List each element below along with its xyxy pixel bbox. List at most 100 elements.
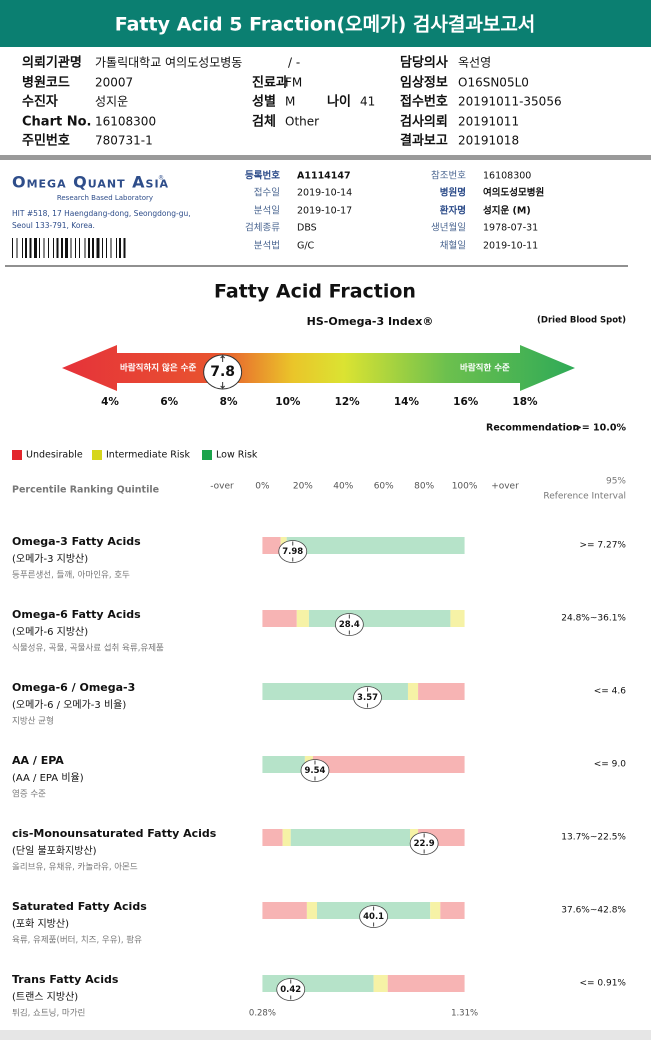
barcode-bar xyxy=(123,238,126,258)
sample-value: DBS xyxy=(297,223,317,234)
barcode-bar xyxy=(12,238,13,258)
lab-address: HIT #518, 17 Haengdang-dong, Seongdong-g… xyxy=(12,209,191,218)
divider xyxy=(0,155,651,160)
tick-label: 14% xyxy=(394,396,420,408)
index-arrow xyxy=(62,345,575,391)
tick-label: 6% xyxy=(160,396,178,408)
barcode-bar xyxy=(70,238,72,258)
row-name: AA / EPA xyxy=(12,754,64,767)
bar-segment xyxy=(373,975,388,992)
row-name: Omega-6 Fatty Acids xyxy=(12,608,141,621)
row-description: 등푸른생선, 들깨, 아마인유, 호두 xyxy=(12,570,130,581)
chart-note: (Dried Blood Spot) xyxy=(537,316,626,326)
lab-mark: ® xyxy=(158,175,164,182)
legend-label: Intermediate Risk xyxy=(106,450,191,461)
info-label: 의뢰기관명 xyxy=(22,55,82,71)
barcode-bar xyxy=(48,238,49,258)
row-name: Omega-6 / Omega-3 xyxy=(12,681,135,694)
info-value: FM xyxy=(285,76,302,90)
sample-label: 참조번호 xyxy=(431,171,466,182)
lab-name: Omega Quant Asia xyxy=(12,173,169,192)
bar-segment xyxy=(262,537,281,554)
bar-segment xyxy=(312,756,465,773)
info-value: 16108300 xyxy=(95,115,156,129)
barcode-bar xyxy=(39,238,40,258)
barcode-bar xyxy=(61,238,63,258)
ward: / - xyxy=(288,56,300,70)
tick-label: -over xyxy=(210,482,234,492)
sample-value: 16108300 xyxy=(483,171,531,182)
info-value: 20191018 xyxy=(458,134,519,148)
row-korean: (트랜스 지방산) xyxy=(12,991,78,1003)
sample-value: A1114147 xyxy=(297,171,351,182)
header-bar xyxy=(0,0,651,47)
info-label: 임상정보 xyxy=(400,75,448,91)
row-name: cis-Monounsaturated Fatty Acids xyxy=(12,827,217,840)
legend-label: Undesirable xyxy=(26,450,83,461)
row-korean: (오메가-6 / 오메가-3 비율) xyxy=(12,699,126,711)
value-label: 9.54 xyxy=(304,766,325,776)
info-value: M xyxy=(285,95,295,109)
value-marker xyxy=(334,613,364,636)
info-value: 20007 xyxy=(95,76,133,90)
bar-segment xyxy=(308,610,451,627)
tick-label: 12% xyxy=(335,396,361,408)
row-korean: (AA / EPA 비율) xyxy=(12,772,84,784)
value-label: 7.98 xyxy=(282,547,303,557)
bar-segment xyxy=(296,610,309,627)
row-description: 육류, 유제품(버터, 치즈, 우유), 팜유 xyxy=(12,935,142,946)
barcode-bar xyxy=(25,238,27,258)
sample-label: 접수일 xyxy=(254,187,280,199)
bar-segment xyxy=(262,610,297,627)
bar-segment xyxy=(306,902,318,919)
tick-label: 60% xyxy=(374,482,394,492)
tick-label: 18% xyxy=(512,396,538,408)
value-label: 3.57 xyxy=(357,693,378,703)
value-label: 0.42 xyxy=(280,985,301,995)
barcode-bar xyxy=(96,238,100,258)
sample-label: 채혈일 xyxy=(440,240,466,252)
row-korean: (오메가-3 지방산) xyxy=(12,553,88,565)
bar-segment xyxy=(407,683,419,700)
value-label: 28.4 xyxy=(339,620,360,630)
value-label: 40.1 xyxy=(363,912,384,922)
barcode-bar xyxy=(110,238,112,258)
row-description: 지방산 균형 xyxy=(12,716,54,727)
barcode-bar xyxy=(56,238,59,258)
barcode-bar xyxy=(84,238,86,258)
info-label: 검사의뢰 xyxy=(400,114,448,130)
row-korean: (단일 불포화지방산) xyxy=(12,845,97,857)
bar-segment xyxy=(290,829,410,846)
legend-swatch xyxy=(92,450,102,460)
tick-label: 10% xyxy=(275,396,301,408)
info-value: Other xyxy=(285,115,319,129)
info-value: 옥선영 xyxy=(458,56,491,70)
index-marker xyxy=(203,354,243,390)
bar-segment xyxy=(262,683,408,700)
row-description: 염증 수준 xyxy=(12,789,46,800)
value-label: 22.9 xyxy=(414,839,435,849)
lab-address: Seoul 133-791, Korea. xyxy=(12,221,95,230)
info-label: 검체 xyxy=(252,115,276,130)
info-label: 담당의사 xyxy=(400,55,448,71)
reference-interval: <= 9.0 xyxy=(594,760,627,770)
row-name: Saturated Fatty Acids xyxy=(12,900,147,913)
bar-segment xyxy=(262,756,305,773)
footer-band xyxy=(0,1030,651,1040)
info-value: 41 xyxy=(360,95,375,109)
info-label: 나이 xyxy=(327,94,351,110)
barcode-bar xyxy=(92,238,94,258)
info-value: 20191011-35056 xyxy=(458,95,562,109)
bar-segment xyxy=(262,829,283,846)
recommendation-label: Recommendation xyxy=(486,423,579,434)
info-value: 가톨릭대학교 여의도성모병동 xyxy=(95,56,242,70)
info-label: 결과보고 xyxy=(400,133,448,149)
range-label: 0.28% xyxy=(249,1009,276,1019)
sample-label: 등록번호 xyxy=(245,170,280,182)
lab-logo: Omega Quant Asia ® Research Based Labora… xyxy=(12,173,191,231)
bar-segment xyxy=(282,829,291,846)
barcode-bar xyxy=(53,238,54,258)
barcode-bar xyxy=(65,238,68,258)
reference-interval: <= 0.91% xyxy=(579,979,626,989)
barcode-bar xyxy=(29,238,32,258)
